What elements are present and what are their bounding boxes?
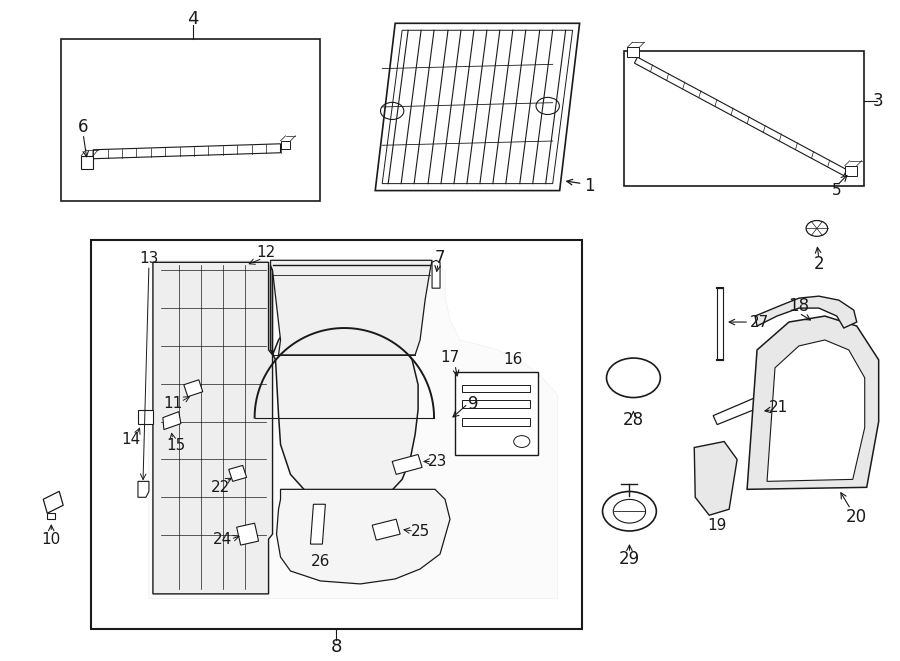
Text: 1: 1 (584, 176, 595, 194)
Polygon shape (845, 166, 857, 176)
Polygon shape (432, 260, 440, 288)
Polygon shape (462, 418, 530, 426)
Text: 21: 21 (770, 400, 788, 415)
Text: 26: 26 (310, 553, 330, 568)
Text: 2: 2 (814, 255, 824, 273)
Polygon shape (271, 260, 432, 355)
Polygon shape (237, 524, 258, 545)
Polygon shape (694, 442, 737, 515)
Polygon shape (93, 144, 281, 159)
Polygon shape (138, 481, 148, 497)
Polygon shape (47, 513, 55, 519)
Polygon shape (184, 380, 202, 397)
Polygon shape (767, 340, 865, 481)
Text: 20: 20 (846, 508, 868, 526)
Polygon shape (163, 412, 181, 430)
Polygon shape (462, 400, 530, 408)
Bar (91, 241, 581, 629)
Polygon shape (375, 23, 580, 190)
Polygon shape (153, 262, 273, 594)
Polygon shape (310, 504, 326, 544)
Text: 23: 23 (428, 454, 447, 469)
Text: 22: 22 (212, 480, 230, 495)
Polygon shape (276, 489, 450, 584)
Polygon shape (229, 465, 247, 481)
Bar (625, 51, 864, 186)
Text: 24: 24 (213, 531, 232, 547)
Text: 10: 10 (41, 531, 61, 547)
Polygon shape (382, 30, 572, 184)
Text: 3: 3 (872, 92, 883, 110)
Polygon shape (755, 296, 857, 328)
Polygon shape (138, 410, 153, 424)
Polygon shape (462, 385, 530, 392)
Text: 11: 11 (163, 396, 183, 411)
Text: 15: 15 (166, 438, 185, 453)
Text: 27: 27 (750, 315, 769, 330)
Bar (61, 39, 320, 200)
Polygon shape (271, 265, 418, 507)
Text: 5: 5 (832, 183, 842, 198)
Text: 28: 28 (623, 410, 644, 428)
Polygon shape (627, 47, 639, 57)
Polygon shape (373, 519, 400, 540)
Text: 6: 6 (78, 118, 88, 136)
Text: 18: 18 (788, 297, 809, 315)
Text: 14: 14 (122, 432, 140, 447)
Polygon shape (713, 398, 759, 424)
Text: 12: 12 (256, 245, 275, 260)
Text: 17: 17 (440, 350, 460, 366)
Text: 29: 29 (619, 550, 640, 568)
Polygon shape (747, 316, 878, 489)
Bar (455, 372, 537, 455)
Text: 9: 9 (468, 395, 478, 412)
Polygon shape (717, 288, 724, 360)
Text: 13: 13 (140, 251, 158, 266)
Polygon shape (392, 455, 422, 475)
Polygon shape (281, 141, 291, 149)
Polygon shape (148, 260, 558, 599)
Text: 8: 8 (330, 638, 342, 656)
Text: 16: 16 (503, 352, 523, 368)
Polygon shape (43, 491, 63, 513)
Text: 19: 19 (707, 518, 727, 533)
Text: 4: 4 (187, 11, 199, 28)
Text: 7: 7 (435, 249, 446, 267)
Polygon shape (634, 57, 847, 176)
Polygon shape (81, 156, 93, 169)
Text: 25: 25 (410, 524, 429, 539)
